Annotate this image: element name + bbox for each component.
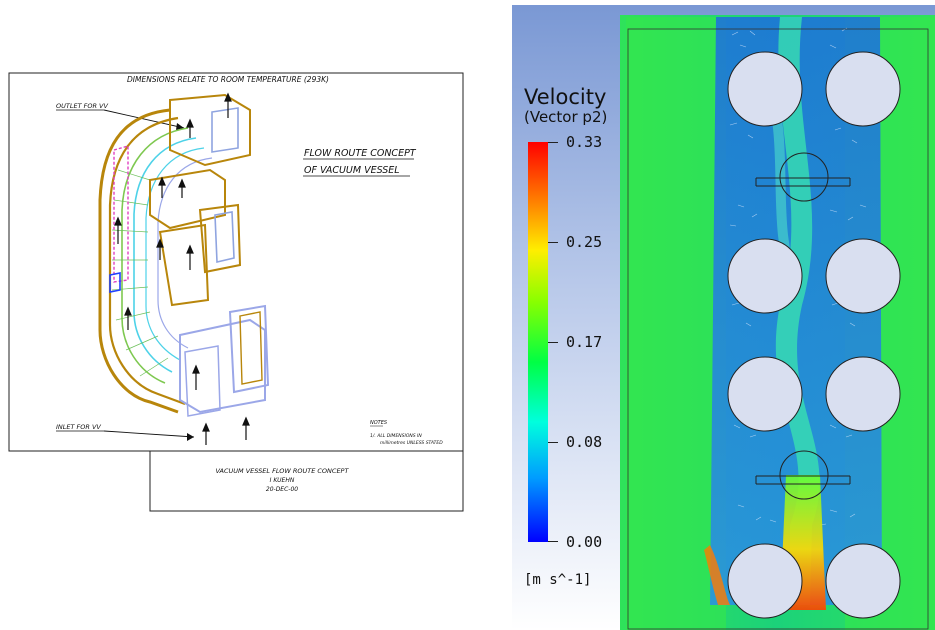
- notes-heading: NOTES: [370, 420, 388, 426]
- colorbar-tick: [548, 142, 558, 143]
- colorbar-tick: [548, 541, 558, 542]
- concept-title-line2: OF VACUUM VESSEL: [304, 165, 400, 176]
- flow-arrow-icon: [158, 176, 166, 186]
- colorbar-tick-label: 0.17: [566, 333, 603, 351]
- flow-arrow-icon: [114, 216, 122, 226]
- outlet-leader-arrow-icon: [176, 123, 184, 130]
- cylinder: [727, 51, 803, 127]
- flow-arrow-icon: [202, 422, 210, 432]
- inlet-leader-arrow-icon: [187, 433, 194, 441]
- legend-subtitle: (Vector p2): [524, 108, 608, 126]
- vessel-inner-ribs: [111, 169, 169, 377]
- outlet-label: OUTLET FOR VV: [56, 102, 108, 110]
- colorbar-tick-label: 0.00: [566, 533, 603, 551]
- legend-units: [m s^-1]: [524, 572, 592, 588]
- cylinder: [727, 356, 803, 432]
- port-boxes: [149, 93, 270, 417]
- vessel-outline: [98, 108, 213, 414]
- drawing-border: [8, 72, 464, 512]
- notes-line2: millimetres UNLESS STATED: [380, 440, 443, 446]
- flow-route-drawing: DIMENSIONS RELATE TO ROOM TEMPERATURE (2…: [8, 72, 464, 512]
- colorbar-tick: [548, 242, 558, 243]
- colorbar-tick: [548, 342, 558, 343]
- cfd-velocity-panel: Velocity (Vector p2) 0.33 0.25 0.17 0.08…: [512, 5, 935, 630]
- flow-arrow-icon: [192, 364, 200, 374]
- flow-arrow-icon: [242, 416, 250, 426]
- notes-line1: 1/. ALL DIMENSIONS IN: [370, 433, 422, 439]
- concept-title-line1: FLOW ROUTE CONCEPT: [304, 148, 417, 159]
- flow-arrow-icon: [156, 238, 164, 248]
- colorbar-tick-label: 0.25: [566, 233, 603, 251]
- flow-arrows: [114, 92, 250, 445]
- probe-markers: [755, 152, 851, 500]
- cooling-channels: [109, 145, 129, 293]
- title-block-line3: 20-DEC-00: [266, 486, 298, 493]
- legend-title: Velocity: [524, 85, 607, 109]
- title-block-line2: I KUEHN: [270, 477, 295, 484]
- cylinder: [825, 543, 901, 619]
- domain-boundary: [627, 28, 929, 630]
- colorbar-tick-label: 0.08: [566, 433, 603, 451]
- flow-arrow-icon: [224, 92, 232, 102]
- velocity-field-plot: [620, 15, 935, 630]
- colorbar-tick-label: 0.33: [566, 133, 603, 151]
- colorbar-tick: [548, 442, 558, 443]
- flow-arrow-icon: [186, 118, 194, 128]
- inlet-label: INLET FOR VV: [56, 423, 101, 431]
- cylinder: [825, 51, 901, 127]
- flow-arrow-icon: [124, 306, 132, 316]
- cylinder: [825, 238, 901, 314]
- velocity-colorbar: [528, 142, 548, 542]
- title-block-line1: VACUUM VESSEL FLOW ROUTE CONCEPT: [216, 467, 350, 475]
- cylinder: [825, 356, 901, 432]
- flow-arrow-icon: [178, 178, 186, 188]
- tube-bank: [727, 51, 901, 619]
- cylinder: [727, 543, 803, 619]
- header-note: DIMENSIONS RELATE TO ROOM TEMPERATURE (2…: [127, 75, 329, 84]
- central-jet: [775, 17, 820, 605]
- cylinder: [727, 238, 803, 314]
- flow-arrow-icon: [186, 244, 194, 254]
